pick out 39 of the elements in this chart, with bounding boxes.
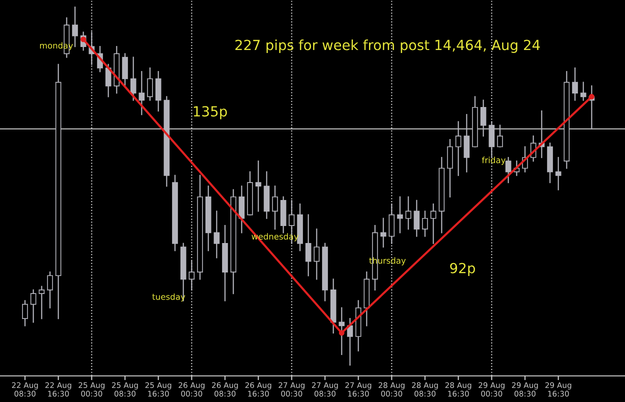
candlestick xyxy=(147,67,153,101)
candlestick xyxy=(480,100,486,137)
candlestick xyxy=(22,300,28,326)
candlestick xyxy=(555,156,562,190)
candlestick xyxy=(488,121,495,158)
candlestick xyxy=(155,71,162,112)
candlestick xyxy=(497,124,503,148)
candlestick xyxy=(30,289,36,323)
candlestick xyxy=(580,82,586,101)
candlestick xyxy=(122,53,128,86)
candlestick xyxy=(38,286,45,320)
candlestick xyxy=(422,210,428,237)
candlestick xyxy=(255,160,262,212)
candlestick xyxy=(314,228,320,280)
candlestick xyxy=(272,186,278,230)
candlestick xyxy=(397,196,403,234)
candlestick xyxy=(138,71,145,116)
candlestick xyxy=(447,139,453,198)
candlestick xyxy=(130,56,136,101)
text: 227 pips for week from post 14,464, Aug 24 xyxy=(235,40,540,53)
candlestick xyxy=(505,156,512,184)
candlestick xyxy=(430,203,436,244)
candlestick xyxy=(572,67,578,101)
candlestick xyxy=(455,121,462,176)
candlestick xyxy=(238,186,245,234)
candlestick xyxy=(305,214,312,276)
candlestick xyxy=(214,210,220,258)
candlestick xyxy=(72,6,78,48)
candlestick xyxy=(405,196,412,230)
candlestick xyxy=(464,114,470,172)
candlestick xyxy=(47,272,53,308)
candlestick xyxy=(347,318,353,366)
annotation: friday xyxy=(482,156,506,165)
candlestick xyxy=(188,260,195,291)
candlestick xyxy=(388,203,395,244)
candlestick xyxy=(414,200,420,237)
annotation: 135p xyxy=(194,106,227,120)
annotation: 92p xyxy=(450,262,475,276)
candlestick xyxy=(105,64,112,98)
